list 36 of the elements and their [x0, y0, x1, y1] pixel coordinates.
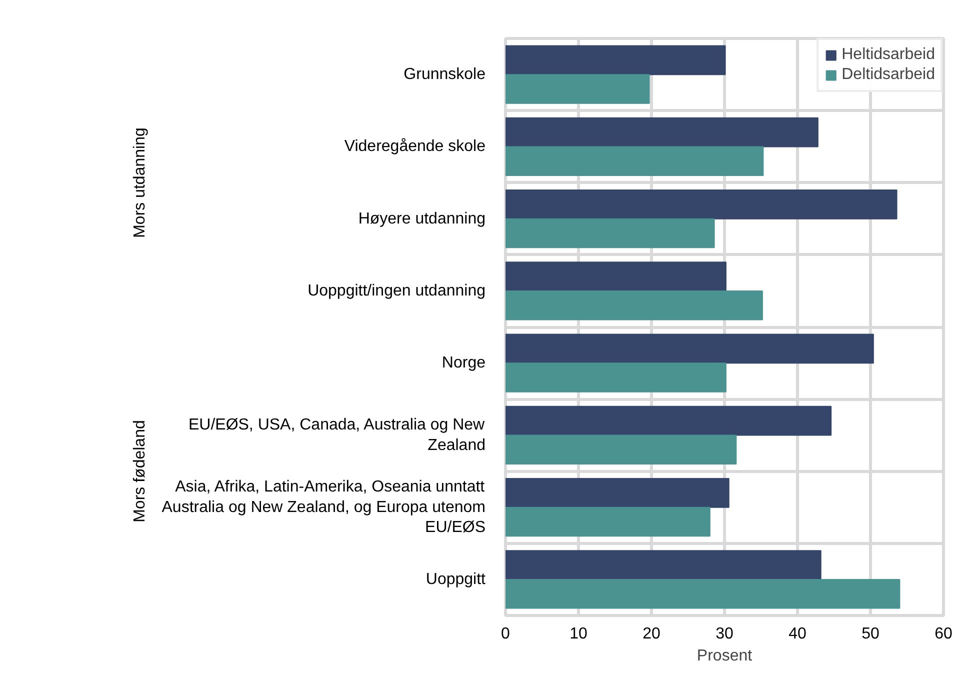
y-tick-label: Norge [442, 354, 486, 372]
bar [506, 550, 822, 580]
y-tick-label: Grunnskole [404, 66, 486, 84]
bar [506, 117, 818, 148]
x-tick-label: 60 [934, 626, 952, 642]
x-tick-label: 10 [570, 626, 588, 642]
bar [506, 506, 710, 537]
y-tick-label: Høyere utdanning [358, 210, 486, 228]
bar [506, 362, 726, 392]
bar [506, 218, 715, 248]
bar [506, 334, 874, 364]
y-tick-label: EU/EØS, USA, Canada, Australia og New Zealand [188, 416, 486, 454]
x-tick-label: 30 [716, 626, 734, 642]
x-tick-label: 40 [788, 626, 806, 642]
bar [506, 189, 898, 220]
bar [506, 290, 763, 320]
x-tick-label: 20 [642, 626, 660, 642]
x-tick-label: 0 [501, 626, 510, 642]
y-tick-label: Videregående skole [344, 138, 486, 156]
bar [506, 262, 726, 292]
bar [506, 406, 832, 436]
legend-label: Deltidsarbeid [842, 66, 935, 84]
legend-label: Heltidsarbeid [842, 46, 935, 64]
x-tick-label: 50 [862, 626, 880, 642]
bar [506, 478, 730, 508]
y-tick-label: Uoppgitt [426, 570, 486, 588]
bar [506, 578, 900, 609]
text: Mors fødeland [132, 420, 148, 522]
y-tick-label: Uoppgitt/ingen utdanning [308, 282, 486, 300]
bar [506, 434, 737, 465]
y-tick-label: Asia, Afrika, Latin-Amerika, Oseania unntatt Australia og New Zealand, og Europa utenom EU/EØS [162, 478, 486, 536]
text: Mors utdanning [132, 128, 148, 238]
bar [506, 45, 726, 76]
bar [506, 74, 650, 104]
bar [506, 146, 764, 176]
x-axis-title: Prosent [696, 648, 753, 664]
